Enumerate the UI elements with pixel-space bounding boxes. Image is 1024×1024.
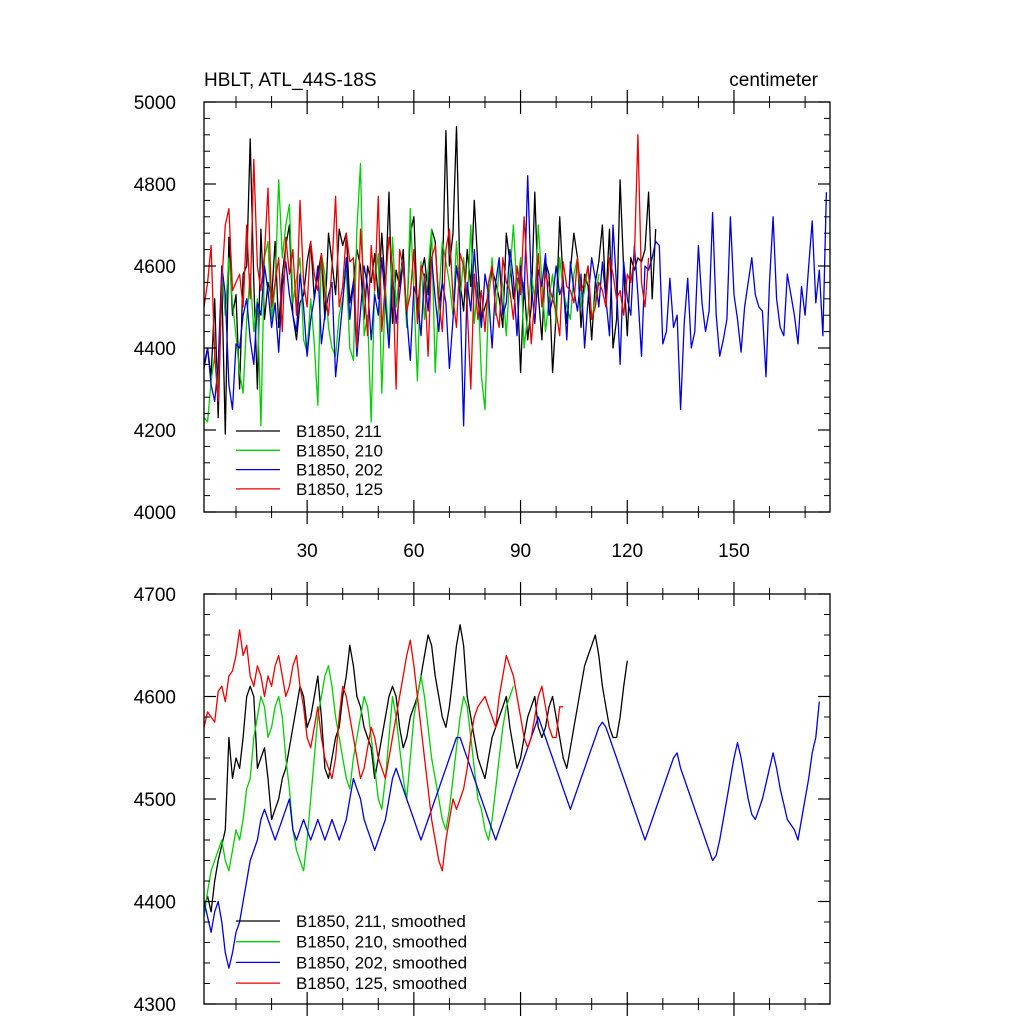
y-tick-label: 4300 — [134, 995, 176, 1016]
y-tick-label: 5000 — [134, 93, 176, 114]
legend-label: B1850, 125, smoothed — [296, 974, 467, 993]
plot-frame — [203, 593, 831, 1005]
legend-label: B1850, 210 — [296, 441, 383, 460]
legend-label: B1850, 202 — [296, 461, 383, 480]
series-line — [203, 162, 600, 427]
legend-label: B1850, 202, smoothed — [296, 953, 467, 972]
y-tick-label: 4600 — [134, 257, 176, 278]
series-line — [203, 624, 628, 913]
y-tick-label: 4200 — [134, 421, 176, 442]
y-tick-label: 4400 — [134, 893, 176, 914]
top-panel: HBLT, ATL_44S-18S centimeter 4000 4200 440… — [134, 70, 831, 562]
units-label: centimeter — [729, 70, 818, 91]
legend-label: B1850, 211, smoothed — [296, 912, 466, 931]
chart-title: HBLT, ATL_44S-18S — [204, 70, 377, 91]
series-line — [203, 134, 650, 402]
bottom-panel: 4300 4400 4500 4600 4700 B1850, 211, smoothe… — [134, 582, 831, 1016]
series-line — [203, 701, 820, 969]
legend-label: B1850, 210, smoothed — [296, 933, 467, 952]
series-line — [203, 125, 657, 435]
y-tick-label: 4000 — [134, 503, 176, 524]
y-tick-label: 4700 — [134, 585, 176, 606]
y-tick-label: 4400 — [134, 339, 176, 360]
series-line — [203, 629, 564, 872]
plot-frame — [203, 101, 831, 513]
x-tick-label: 150 — [718, 541, 750, 562]
x-tick-label: 30 — [297, 541, 318, 562]
x-tick-label: 120 — [611, 541, 643, 562]
y-tick-label: 4800 — [134, 175, 176, 196]
y-tick-label: 4600 — [134, 688, 176, 709]
x-tick-label: 90 — [510, 541, 531, 562]
x-tick-label: 60 — [403, 541, 424, 562]
legend-label: B1850, 211 — [296, 422, 382, 441]
legend-label: B1850, 125 — [296, 480, 383, 499]
y-tick-label: 4500 — [134, 790, 176, 811]
series-line — [203, 175, 828, 427]
series-line — [203, 665, 515, 917]
